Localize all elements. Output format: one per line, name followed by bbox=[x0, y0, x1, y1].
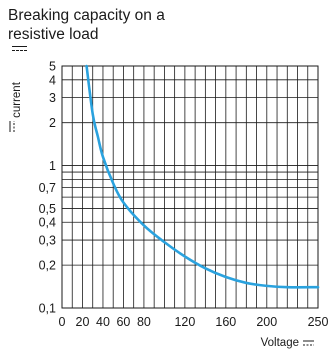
x-tick-label: 250 bbox=[308, 315, 329, 329]
chart-title-line1: Breaking capacity on a bbox=[8, 7, 165, 24]
y-tick-label: 3 bbox=[49, 91, 56, 105]
x-axis-label: Voltage bbox=[261, 337, 299, 349]
x-tick-label: 160 bbox=[215, 315, 236, 329]
chart-axis-labels: current Voltage bbox=[9, 81, 314, 349]
dc-symbol-icon bbox=[12, 44, 27, 54]
dc-symbol-y-icon bbox=[9, 121, 15, 132]
plot-frame bbox=[61, 65, 319, 309]
chart-grid bbox=[61, 65, 319, 309]
x-tick-label: 40 bbox=[96, 315, 110, 329]
chart-series bbox=[85, 64, 320, 289]
x-tick-label: 80 bbox=[137, 315, 151, 329]
x-tick-label: 200 bbox=[256, 315, 277, 329]
y-tick-label: 0,4 bbox=[39, 216, 56, 230]
y-tick-label: 0,2 bbox=[39, 259, 56, 273]
chart-title: Breaking capacity on a resistive load bbox=[8, 6, 308, 54]
x-tick-label: 0 bbox=[59, 315, 66, 329]
dc-symbol-x-icon bbox=[303, 340, 314, 346]
y-axis-label: current bbox=[11, 81, 23, 118]
x-tick-label: 120 bbox=[174, 315, 195, 329]
y-tick-label: 0,1 bbox=[39, 302, 56, 316]
y-tick-label: 0,7 bbox=[39, 181, 56, 195]
chart-title-line2: resistive load bbox=[8, 26, 99, 43]
y-tick-label: 0,5 bbox=[39, 202, 56, 216]
x-tick-label: 20 bbox=[76, 315, 90, 329]
y-tick-label: 0,3 bbox=[39, 234, 56, 248]
x-tick-label: 60 bbox=[116, 315, 130, 329]
series-line bbox=[85, 64, 320, 289]
y-tick-label: 1 bbox=[49, 159, 56, 173]
y-tick-label: 4 bbox=[49, 73, 56, 87]
y-tick-label: 5 bbox=[49, 60, 56, 74]
y-tick-label: 2 bbox=[49, 116, 56, 130]
chart-ticks: 0 20 40 60 80 120 160 200 250 0,1 0,2 0,3 0,40,5 0,7 1… bbox=[39, 60, 329, 330]
